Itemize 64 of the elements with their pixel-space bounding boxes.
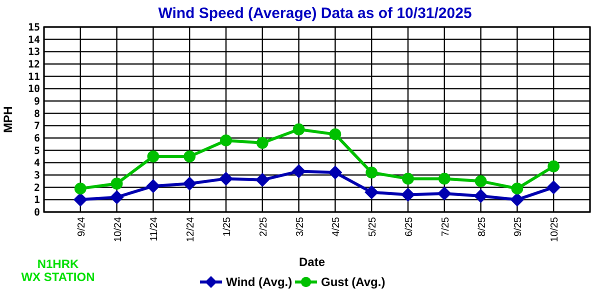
x-tick-label: 9/24	[76, 216, 88, 236]
x-tick-label: 10/25	[550, 216, 561, 242]
text: N1HRK WX STATION	[21, 257, 95, 284]
point	[110, 178, 123, 190]
point	[546, 180, 561, 194]
x-tick-label: 9/25	[513, 216, 524, 236]
x-tick-label: 12/24	[186, 216, 197, 242]
point	[328, 166, 342, 180]
point	[184, 150, 196, 162]
y-tick-label: 13	[28, 47, 40, 58]
y-tick-label: 6	[34, 134, 40, 144]
point	[364, 185, 379, 200]
y-tick-label: 1	[34, 195, 40, 206]
y-tick-label: 3	[34, 170, 40, 182]
x-tick-label: 1/25	[222, 216, 233, 236]
point	[147, 150, 160, 162]
y-axis-title: MPH	[1, 106, 15, 133]
y-tick-label: 2	[34, 182, 40, 194]
y-tick-label: 10	[28, 84, 40, 96]
point	[73, 192, 88, 207]
y-tick-label: 15	[28, 22, 40, 34]
point	[548, 160, 560, 172]
point	[146, 179, 160, 194]
point	[329, 128, 342, 140]
point	[219, 172, 233, 186]
point	[511, 182, 524, 195]
point	[438, 172, 450, 185]
x-axis-title: Date	[298, 255, 326, 269]
point	[220, 134, 232, 146]
y-tick-label: 12	[28, 60, 40, 70]
point	[182, 176, 197, 191]
y-tick-label: 14	[28, 34, 40, 46]
y-tick-label: 9	[34, 96, 40, 108]
x-tick-label: 3/25	[294, 216, 306, 236]
point	[292, 123, 305, 136]
point	[256, 136, 268, 149]
y-tick-label: 4	[34, 158, 40, 170]
point	[292, 164, 306, 178]
y-tick-label: 8	[34, 108, 40, 120]
y-tick-label: 0	[34, 208, 40, 218]
legend-label: Wind (Avg.)	[226, 275, 292, 289]
point	[402, 172, 414, 185]
x-tick-label: 7/25	[440, 216, 452, 236]
x-tick-label: 5/25	[368, 216, 379, 236]
point	[474, 188, 488, 203]
point	[74, 182, 86, 195]
x-tick-label: 11/24	[149, 216, 160, 242]
point	[366, 166, 378, 178]
x-tick-label: 10/24	[112, 216, 124, 242]
y-tick-label: 11	[28, 72, 40, 83]
y-tick-label: 7	[34, 121, 40, 132]
x-tick-label: 4/25	[331, 216, 342, 236]
legend-label: Gust (Avg.)	[321, 275, 386, 289]
point	[474, 175, 487, 188]
x-tick-label: 8/25	[476, 216, 488, 236]
point	[510, 192, 524, 207]
chart-title: Wind Speed (Average) Data as of 10/31/2025	[158, 5, 472, 22]
y-tick-label: 5	[34, 146, 40, 157]
point	[255, 172, 270, 187]
point	[110, 190, 124, 204]
x-tick-label: 2/25	[258, 216, 270, 236]
x-tick-label: 6/25	[404, 216, 415, 236]
point	[437, 186, 452, 200]
point	[401, 188, 415, 202]
